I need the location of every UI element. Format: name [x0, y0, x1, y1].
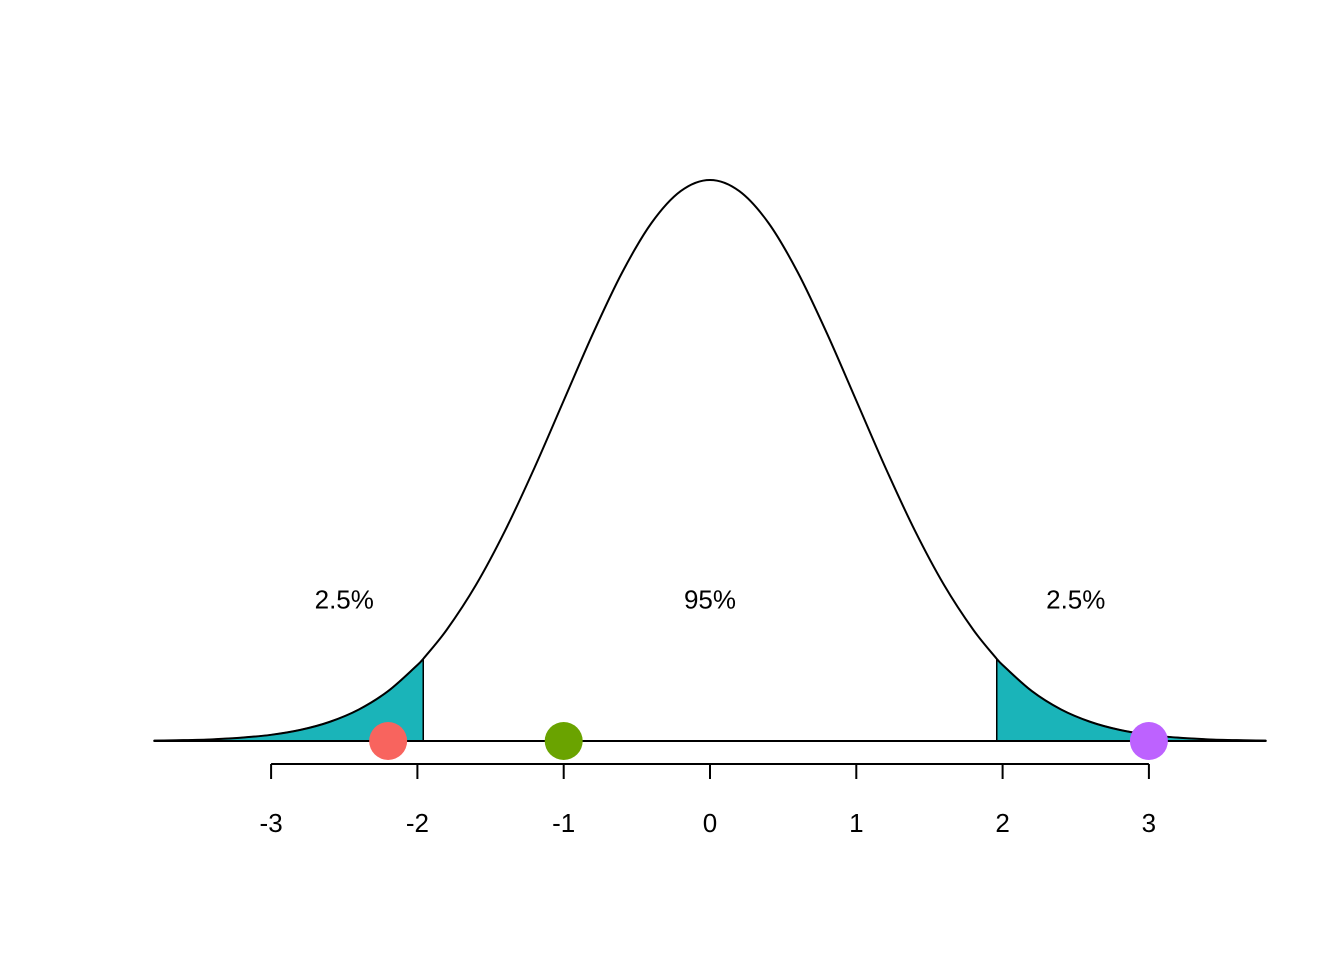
point: [369, 722, 408, 760]
x-tick-label: -1: [552, 808, 575, 838]
tail-area: [995, 656, 1267, 742]
point: [544, 722, 583, 760]
point: [1129, 722, 1168, 760]
x-tick-label: -2: [406, 808, 429, 838]
annotation: 2.5%: [315, 585, 374, 615]
density-curve: [154, 178, 1266, 742]
x-tick-label: 2: [995, 808, 1009, 838]
x-tick-label: 3: [1142, 808, 1156, 838]
annotation: 2.5%: [1046, 585, 1105, 615]
x-tick-label: 1: [849, 808, 863, 838]
annotation: 95%: [684, 585, 736, 615]
x-tick-label: -3: [260, 808, 283, 838]
x-tick-label: 0: [703, 808, 717, 838]
